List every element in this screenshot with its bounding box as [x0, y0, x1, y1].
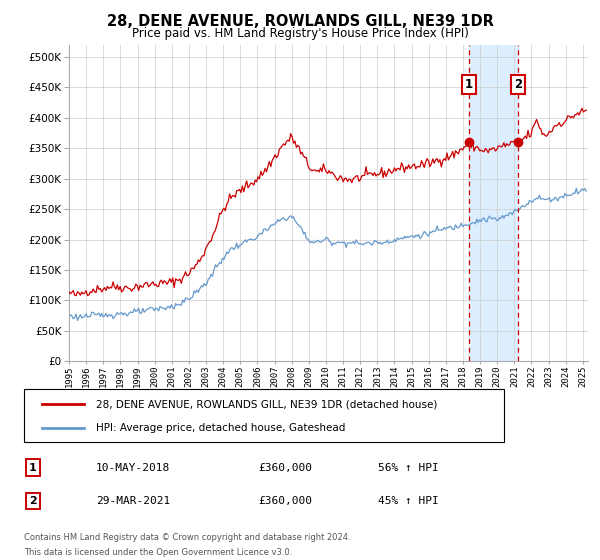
Text: 10-MAY-2018: 10-MAY-2018	[96, 463, 170, 473]
Text: 28, DENE AVENUE, ROWLANDS GILL, NE39 1DR: 28, DENE AVENUE, ROWLANDS GILL, NE39 1DR	[107, 14, 493, 29]
Text: 1: 1	[465, 78, 473, 91]
Text: HPI: Average price, detached house, Gateshead: HPI: Average price, detached house, Gate…	[96, 422, 346, 432]
Text: 45% ↑ HPI: 45% ↑ HPI	[378, 496, 439, 506]
Bar	[469, 45, 518, 361]
Text: 29-MAR-2021: 29-MAR-2021	[96, 496, 170, 506]
Text: This data is licensed under the Open Government Licence v3.0.: This data is licensed under the Open Gov…	[24, 548, 292, 557]
Text: Price paid vs. HM Land Registry's House Price Index (HPI): Price paid vs. HM Land Registry's House …	[131, 27, 469, 40]
Text: £360,000: £360,000	[258, 496, 312, 506]
Text: 1: 1	[29, 463, 37, 473]
Text: Contains HM Land Registry data © Crown copyright and database right 2024.: Contains HM Land Registry data © Crown c…	[24, 533, 350, 542]
Text: 56% ↑ HPI: 56% ↑ HPI	[378, 463, 439, 473]
Text: 2: 2	[514, 78, 523, 91]
Text: 28, DENE AVENUE, ROWLANDS GILL, NE39 1DR (detached house): 28, DENE AVENUE, ROWLANDS GILL, NE39 1DR…	[96, 399, 437, 409]
Text: £360,000: £360,000	[258, 463, 312, 473]
Text: 2: 2	[29, 496, 37, 506]
